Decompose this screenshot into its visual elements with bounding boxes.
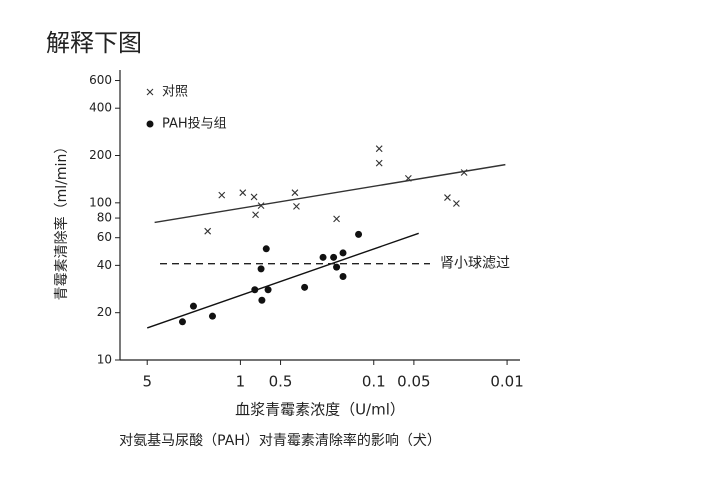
point-stroke [146, 88, 154, 96]
legend-label: PAH投与组 [162, 116, 227, 132]
fit-line [154, 163, 506, 224]
y-tick-label: 60 [97, 230, 112, 244]
point [264, 286, 272, 294]
point [339, 272, 347, 280]
y-tick-label: 40 [97, 258, 112, 272]
point-stroke [375, 159, 383, 167]
threshold-label: 肾小球滤过 [440, 256, 510, 272]
legend-marker [146, 120, 154, 128]
point [355, 230, 363, 238]
y-tick-label: 400 [89, 101, 112, 115]
question: 解释下图 [46, 29, 142, 57]
point [257, 265, 265, 273]
point [178, 318, 186, 326]
point [375, 145, 383, 153]
y-tick-label: 10 [97, 353, 112, 367]
point-stroke [333, 215, 340, 223]
point [291, 189, 299, 197]
legend-marker [146, 88, 154, 96]
x-tick-label: 0.01 [490, 373, 523, 391]
point [301, 283, 309, 291]
point [319, 253, 327, 261]
y-tick-label: 80 [97, 211, 112, 225]
fit-line [146, 232, 419, 329]
point-stroke [204, 227, 212, 235]
point [252, 211, 259, 219]
point [189, 302, 197, 310]
x-tick-label: 0.05 [397, 373, 430, 391]
point [204, 227, 212, 235]
point [444, 194, 451, 201]
point-stroke [291, 189, 299, 197]
point-stroke [375, 145, 383, 153]
point-stroke [239, 189, 247, 197]
point [333, 215, 340, 223]
point [239, 189, 247, 197]
x-tick-label: 5 [142, 373, 152, 391]
point [452, 200, 460, 207]
point [375, 159, 383, 167]
point [330, 253, 338, 261]
x-axis-label: 血浆青霉素浓度（U/ml） [235, 401, 405, 419]
legend-label: 对照 [162, 85, 188, 100]
y-tick-label: 100 [89, 195, 112, 209]
point-stroke [250, 193, 258, 201]
point [339, 249, 347, 257]
y-tick-label: 200 [89, 148, 112, 162]
point-stroke [452, 200, 460, 207]
point-stroke [252, 211, 259, 219]
point-stroke [293, 202, 300, 210]
x-tick-label: 0.5 [269, 373, 293, 391]
point-stroke [444, 194, 451, 201]
point [293, 202, 300, 210]
y-tick-label: 600 [89, 73, 112, 87]
x-tick-label: 0.1 [362, 373, 386, 391]
point [262, 245, 270, 253]
point [258, 296, 266, 304]
point [208, 312, 216, 320]
point [333, 263, 341, 271]
point [218, 191, 226, 199]
y-axis-label: 青霉素清除率（ml/min） [53, 140, 70, 301]
x-tick-label: 1 [236, 373, 246, 391]
point-stroke [218, 191, 226, 199]
caption: 对氨基马尿酸（PAH）对青霉素清除率的影响（犬） [119, 432, 441, 449]
point [250, 193, 258, 201]
y-tick-label: 20 [97, 305, 112, 319]
